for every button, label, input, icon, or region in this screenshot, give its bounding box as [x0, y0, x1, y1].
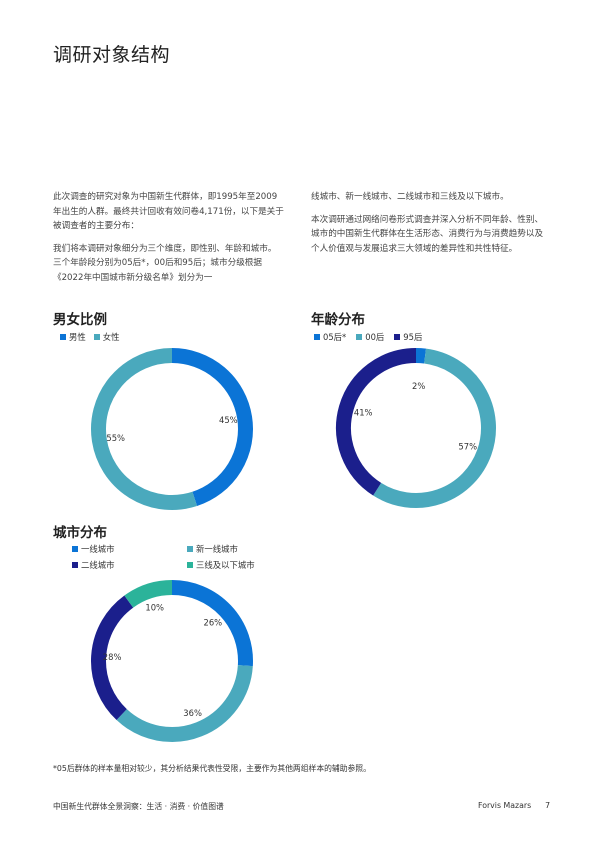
slice-label: 2%: [412, 381, 425, 391]
legend-item-tier2: 二线城市: [72, 559, 187, 571]
legend-item-95: 95后: [394, 331, 422, 343]
legend-label: 男性: [69, 332, 86, 342]
legend-swatch: [187, 546, 193, 552]
intro-paragraph-2: 我们将本调研对象细分为三个维度，即性别、年龄和城市。三个年龄段分别为05后*，0…: [53, 243, 277, 283]
legend-swatch: [187, 562, 193, 568]
slice-tier3-below: [124, 580, 173, 608]
legend-label: 三线及以下城市: [196, 560, 255, 570]
gender-chart-legend: 男性 女性: [60, 331, 120, 343]
age-donut-chart: 2% 57% 41%: [336, 348, 496, 508]
legend-label: 00后: [365, 332, 385, 342]
age-chart-title: 年龄分布: [311, 312, 365, 328]
slice-tier2: [91, 595, 134, 721]
legend-item-00: 00后: [356, 331, 384, 343]
legend-swatch: [72, 546, 78, 552]
legend-swatch: [93, 334, 100, 340]
intro-paragraph-3: 线城市、新一线城市、二线城市和三线及以下城市。: [311, 192, 509, 202]
gender-donut-chart: 45% 55%: [91, 348, 253, 510]
footer-brand: Forvis Mazars: [478, 801, 532, 810]
slice-label: 45%: [219, 415, 238, 425]
slice-label: 41%: [354, 408, 373, 418]
legend-item-new-tier1: 新一线城市: [187, 543, 238, 555]
slice-new-tier1: [116, 664, 253, 742]
gender-chart-title: 男女比例: [53, 312, 107, 328]
age-chart-legend: 05后* 00后 95后: [314, 331, 422, 343]
slice-00: [373, 348, 496, 508]
legend-label: 二线城市: [81, 560, 115, 570]
legend-label: 95后: [403, 332, 423, 342]
slice-tier1: [171, 580, 253, 667]
slice-female: [91, 348, 198, 510]
intro-left-column: 此次调查的研究对象为中国新生代群体，即1995年至2009年出生的人群。最终共计…: [53, 190, 285, 293]
slice-label: 10%: [145, 603, 164, 613]
legend-label: 女性: [102, 332, 120, 342]
footer-brand-page: Forvis Mazars 7: [478, 801, 550, 810]
city-chart-title: 城市分布: [53, 525, 107, 541]
footnote: *05后群体的样本量相对较少，其分析结果代表性受限，主要作为其他两组样本的辅助参…: [53, 764, 371, 773]
intro-paragraph-1: 此次调查的研究对象为中国新生代群体，即1995年至2009年出生的人群。最终共计…: [53, 192, 284, 231]
slice-label: 36%: [183, 708, 202, 718]
legend-swatch: [394, 334, 401, 340]
legend-swatch: [314, 334, 320, 340]
page-number: 7: [545, 801, 551, 810]
city-chart-legend: 一线城市 新一线城市 二线城市 三线及以下城市: [72, 543, 255, 571]
slice-label: 55%: [106, 433, 125, 443]
legend-item-tier1: 一线城市: [72, 543, 187, 555]
legend-swatch: [60, 334, 66, 340]
legend-label: 05后*: [323, 332, 347, 342]
legend-label: 新一线城市: [196, 544, 238, 554]
legend-item-tier3-below: 三线及以下城市: [187, 559, 255, 571]
slice-label: 57%: [458, 442, 477, 452]
intro-paragraph-4: 本次调研通过网络问卷形式调查并深入分析不同年龄、性别、城市的中国新生代群体在生活…: [311, 214, 544, 254]
slice-05: [415, 348, 427, 364]
footer-report-title: 中国新生代群体全景洞察：生活 · 消费 · 价值图谱: [53, 802, 224, 811]
slice-95: [336, 348, 417, 496]
legend-swatch: [72, 562, 78, 568]
city-donut-chart: 26% 36% 28% 10%: [91, 580, 253, 742]
slice-male: [171, 348, 253, 507]
page-title: 调研对象结构: [53, 44, 171, 66]
legend-item-female: 女性: [93, 331, 120, 343]
legend-item-05: 05后*: [314, 331, 346, 343]
legend-item-male: 男性: [60, 331, 86, 343]
legend-label: 一线城市: [81, 544, 115, 554]
intro-right-column: 线城市、新一线城市、二线城市和三线及以下城市。 本次调研通过网络问卷形式调查并深…: [311, 190, 547, 264]
legend-swatch: [356, 334, 363, 340]
slice-label: 28%: [103, 652, 122, 662]
slice-label: 26%: [204, 618, 223, 628]
